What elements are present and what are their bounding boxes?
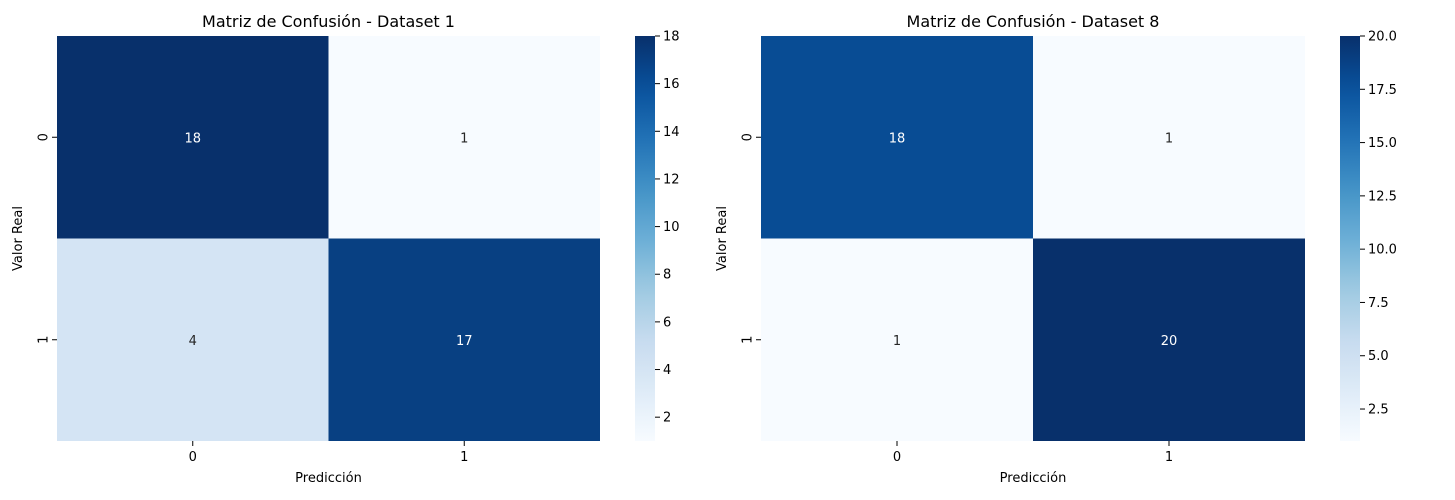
colorbar-tick-label: 2.5 xyxy=(1368,403,1389,418)
cell-value-r0-c0: 18 xyxy=(889,131,906,146)
heatmap-cell-r0-c0 xyxy=(761,36,1033,239)
y-tick-label: 1 xyxy=(37,336,52,344)
colorbar-tick-label: 7.5 xyxy=(1368,296,1389,311)
x-tick-label: 1 xyxy=(1165,450,1173,465)
heatmap-cell-r1-c0 xyxy=(57,238,329,441)
colorbar-tick-label: 16 xyxy=(663,77,680,92)
colorbar-tick-label: 5.0 xyxy=(1368,349,1389,364)
cell-value-r1-c1: 20 xyxy=(1161,334,1178,349)
cell-value-r0-c1: 1 xyxy=(1165,131,1173,146)
colorbar-tick-label: 17.5 xyxy=(1368,83,1397,98)
x-axis-label: Predicción xyxy=(1000,471,1067,486)
y-axis-label: Valor Real xyxy=(11,206,26,271)
x-tick-label: 0 xyxy=(893,450,901,465)
cell-value-r1-c0: 1 xyxy=(893,334,901,349)
colorbar-tick-label: 8 xyxy=(663,268,671,283)
heatmap-cell-r1-c1 xyxy=(1033,238,1305,441)
colorbar-tick-label: 20.0 xyxy=(1368,30,1397,45)
colorbar xyxy=(1340,36,1360,441)
heatmap-cell-r1-c0 xyxy=(761,238,1033,441)
chart-title: Matriz de Confusión - Dataset 8 xyxy=(907,12,1160,31)
x-axis-label: Predicción xyxy=(295,471,362,486)
colorbar-tick-label: 4 xyxy=(663,363,671,378)
colorbar-tick-label: 10 xyxy=(663,220,680,235)
colorbar-tick-label: 15.0 xyxy=(1368,136,1397,151)
chart-title: Matriz de Confusión - Dataset 1 xyxy=(202,12,455,31)
cell-value-r1-c0: 4 xyxy=(189,334,197,349)
heatmap-cell-r0-c1 xyxy=(328,36,600,239)
colorbar-tick-label: 14 xyxy=(663,125,680,140)
y-tick-label: 0 xyxy=(37,133,52,141)
cell-value-r0-c0: 18 xyxy=(184,131,201,146)
colorbar-tick-label: 6 xyxy=(663,315,671,330)
colorbar xyxy=(635,36,655,441)
cell-value-r0-c1: 1 xyxy=(460,131,468,146)
y-tick-label: 0 xyxy=(741,133,756,141)
colorbar-tick-label: 2 xyxy=(663,411,671,426)
y-tick-label: 1 xyxy=(741,336,756,344)
heatmap-cell-r1-c1 xyxy=(328,238,600,441)
colorbar-tick-label: 10.0 xyxy=(1368,243,1397,258)
colorbar-tick-label: 18 xyxy=(663,30,680,45)
heatmap-cell-r0-c1 xyxy=(1033,36,1305,239)
y-axis-label: Valor Real xyxy=(715,206,730,271)
cell-value-r1-c1: 17 xyxy=(456,334,473,349)
x-tick-label: 0 xyxy=(189,450,197,465)
x-tick-label: 1 xyxy=(460,450,468,465)
colorbar-tick-label: 12 xyxy=(663,172,680,187)
heatmap-cell-r0-c0 xyxy=(57,36,329,239)
colorbar-tick-label: 12.5 xyxy=(1368,189,1397,204)
